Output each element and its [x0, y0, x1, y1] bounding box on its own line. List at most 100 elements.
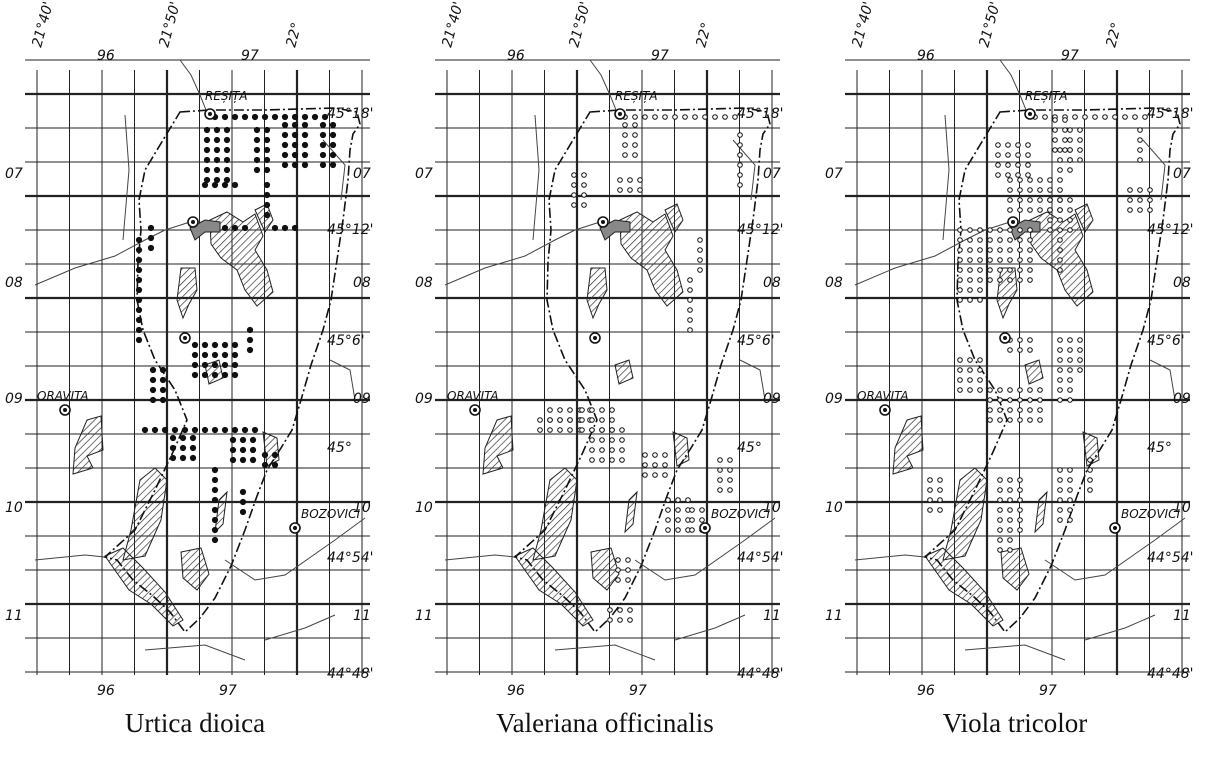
occurrence-dot — [291, 141, 299, 149]
river — [34, 221, 191, 286]
occurrence-dot — [1007, 407, 1013, 413]
occurrence-dot — [609, 457, 615, 463]
occurrence-dot — [1017, 527, 1023, 533]
occurrence-dot — [231, 371, 239, 379]
occurrence-dot — [1057, 187, 1063, 193]
occurrence-dot — [1057, 347, 1063, 353]
row-label-left: 10 — [5, 500, 23, 516]
hatched-area — [590, 547, 620, 591]
occurrence-dot — [632, 142, 638, 148]
hatched-area — [624, 490, 638, 534]
occurrence-dot — [615, 557, 621, 563]
occurrence-dot — [1067, 127, 1073, 133]
occurrence-dot — [1027, 197, 1033, 203]
occurrence-dot — [159, 366, 167, 374]
occurrence-dot — [637, 177, 643, 183]
occurrence-dot — [1067, 367, 1073, 373]
occurrence-dot — [997, 417, 1003, 423]
occurrence-dot — [319, 131, 327, 139]
occurrence-dot — [1057, 147, 1063, 153]
occurrence-dot — [632, 114, 638, 120]
occurrence-dot — [135, 296, 143, 304]
occurrence-dot — [1077, 357, 1083, 363]
occurrence-dot — [135, 286, 143, 294]
town-marker-center — [293, 526, 297, 530]
occurrence-dot — [191, 351, 199, 359]
hatched-area — [586, 267, 608, 320]
occurrence-dot — [147, 234, 155, 242]
occurrence-dot — [281, 161, 289, 169]
occurrence-dot — [977, 277, 983, 283]
longitude-label: 21°40' — [439, 0, 466, 49]
occurrence-dot — [687, 317, 693, 323]
town-marker-center — [1011, 220, 1015, 224]
row-label-right: 07 — [1173, 166, 1191, 182]
occurrence-dot — [223, 176, 231, 184]
occurrence-dot — [223, 156, 231, 164]
grid-number-bottom: 97 — [1039, 683, 1057, 699]
occurrence-dot — [737, 162, 743, 168]
occurrence-dot — [213, 156, 221, 164]
occurrence-dot — [579, 427, 585, 433]
occurrence-dot — [223, 146, 231, 154]
occurrence-dot — [249, 456, 257, 464]
occurrence-dot — [211, 466, 219, 474]
row-label-left: 08 — [825, 275, 843, 291]
occurrence-dot — [737, 172, 743, 178]
occurrence-dot — [571, 182, 577, 188]
occurrence-dot — [1067, 157, 1073, 163]
longitude-label: 22° — [283, 21, 305, 49]
occurrence-dot — [547, 417, 553, 423]
occurrence-dot — [1147, 187, 1153, 193]
occurrence-dot — [1017, 507, 1023, 513]
occurrence-dot — [727, 487, 733, 493]
occurrence-dot — [1017, 337, 1023, 343]
occurrence-dot — [687, 327, 693, 333]
occurrence-dot — [1077, 347, 1083, 353]
occurrence-dot — [589, 447, 595, 453]
row-label-left: 07 — [825, 166, 843, 182]
occurrence-dot — [589, 417, 595, 423]
occurrence-dot — [617, 177, 623, 183]
occurrence-dot — [1007, 537, 1013, 543]
grid-number-top: 96 — [917, 48, 935, 64]
river — [532, 114, 540, 241]
latitude-label: 45°6' — [1147, 333, 1185, 349]
map-panel-3: 21°40' 21°50' 22° 96 97 96 97 07 07 08 08 09 09 10 10 1… — [825, 0, 1205, 764]
occurrence-dot — [191, 361, 199, 369]
distribution-map: 21°40' 21°50' 22° 96 97 96 97 07 07 08 08 09 09 10 10 1… — [825, 0, 1193, 699]
occurrence-dot — [239, 446, 247, 454]
occurrence-dot — [997, 507, 1003, 513]
grid-number-top: 97 — [651, 48, 669, 64]
occurrence-dot — [291, 151, 299, 159]
latitude-label: 45°18' — [327, 106, 373, 122]
occurrence-dot — [149, 376, 157, 384]
occurrence-dot — [1067, 167, 1073, 173]
latitude-label: 45°6' — [327, 333, 365, 349]
occurrence-dot — [221, 361, 229, 369]
occurrence-dot — [1007, 507, 1013, 513]
occurrence-dot — [179, 434, 187, 442]
latitude-label: 44°54' — [1147, 550, 1193, 566]
occurrence-dot — [675, 527, 681, 533]
occurrence-dot — [957, 267, 963, 273]
river — [144, 644, 246, 661]
occurrence-dot — [271, 461, 279, 469]
occurrence-dot — [579, 417, 585, 423]
occurrence-dot — [1027, 397, 1033, 403]
occurrence-dot — [987, 247, 993, 253]
occurrence-dot — [967, 247, 973, 253]
occurrence-dot — [1147, 197, 1153, 203]
latitude-label: 45° — [327, 440, 352, 456]
town-marker-center — [601, 220, 605, 224]
row-label-left: 07 — [415, 166, 433, 182]
occurrence-dot — [159, 386, 167, 394]
occurrence-dot — [589, 457, 595, 463]
occurrence-dot — [609, 437, 615, 443]
row-label-right: 07 — [763, 166, 781, 182]
occurrence-dot — [1067, 227, 1073, 233]
occurrence-dot — [1017, 227, 1023, 233]
occurrence-dot — [231, 426, 239, 434]
occurrence-dot — [263, 126, 271, 134]
occurrence-dot — [1015, 162, 1021, 168]
